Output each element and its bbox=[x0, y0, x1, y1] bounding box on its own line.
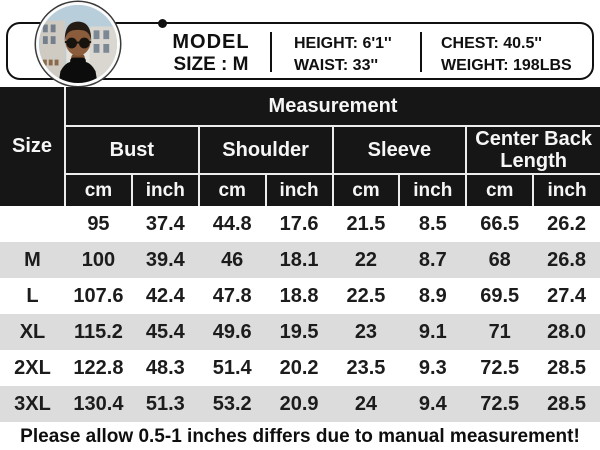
model-height: HEIGHT: 6'1'' bbox=[294, 35, 392, 52]
model-chest: CHEST: 40.5'' bbox=[441, 35, 542, 52]
measurement-cell: 130.4 bbox=[73, 392, 124, 415]
measurement-cell: 71 bbox=[488, 320, 511, 343]
measurement-cell: 46 bbox=[221, 248, 244, 271]
unit-header: cm bbox=[64, 173, 133, 206]
table-row-m: M 100 39.4 46 18.1 22 8.7 68 26.8 bbox=[0, 242, 600, 278]
measurement-disclaimer: Please allow 0.5-1 inches differs due to… bbox=[20, 426, 580, 447]
chest-weight-block: CHEST: 40.5'' WEIGHT: 198LBS bbox=[441, 33, 572, 77]
model-size-label: SIZE : M bbox=[173, 54, 249, 75]
unit-header: inch bbox=[264, 173, 334, 206]
measurement-cell: 23 bbox=[354, 320, 378, 343]
model-label: MODEL bbox=[172, 31, 250, 53]
measurement-cell: 8.7 bbox=[418, 248, 447, 271]
table-row-s: 95 37.4 44.8 17.6 21.5 8.5 66.5 26.2 bbox=[0, 206, 600, 242]
unit-header: cm bbox=[197, 173, 267, 206]
card-divider-1 bbox=[270, 32, 272, 72]
group-header-bust: Bust bbox=[64, 125, 200, 175]
measurement-cell: 9.1 bbox=[418, 320, 447, 343]
measurement-cell: 42.4 bbox=[145, 284, 185, 307]
measurement-cell: 95 bbox=[87, 212, 110, 235]
measurement-cell: 51.4 bbox=[212, 356, 252, 379]
measurement-cell: 23.5 bbox=[346, 356, 386, 379]
measurement-cell: 39.4 bbox=[145, 248, 185, 271]
measurement-cell: 18.8 bbox=[279, 284, 319, 307]
measurement-cell: 17.6 bbox=[279, 212, 319, 235]
table-header: Size Measurement Bust Shoulder Sleeve Ce… bbox=[0, 87, 600, 206]
measurement-cell: 28.0 bbox=[547, 320, 587, 343]
measurement-cell: 9.4 bbox=[418, 392, 447, 415]
measurement-cell: 51.3 bbox=[145, 392, 185, 415]
group-header-sleeve: Sleeve bbox=[331, 125, 468, 175]
card-divider-2 bbox=[420, 32, 422, 72]
measurement-cell: 48.3 bbox=[145, 356, 185, 379]
measurement-cell: 26.2 bbox=[547, 212, 587, 235]
measurement-cell: 24 bbox=[354, 392, 378, 415]
measurement-cell: 115.2 bbox=[73, 320, 123, 343]
group-header-shoulder: Shoulder bbox=[197, 125, 334, 175]
measurement-cell: 47.8 bbox=[212, 284, 252, 307]
size-column-header: Size bbox=[0, 87, 66, 206]
size-chart-table: Size Measurement Bust Shoulder Sleeve Ce… bbox=[0, 87, 600, 422]
size-cell: M bbox=[24, 248, 41, 271]
unit-header: cm bbox=[331, 173, 401, 206]
measurement-cell: 28.5 bbox=[547, 392, 587, 415]
size-cell: 2XL bbox=[14, 356, 51, 379]
measurement-cell: 122.8 bbox=[73, 356, 124, 379]
model-photo bbox=[36, 2, 120, 86]
unit-header: cm bbox=[465, 173, 535, 206]
unit-header: inch bbox=[532, 173, 600, 206]
measurement-cell: 107.6 bbox=[73, 284, 124, 307]
measurement-cell: 37.4 bbox=[145, 212, 185, 235]
measurement-cell: 18.1 bbox=[279, 248, 319, 271]
group-header-center-back-length: Center Back Length bbox=[465, 125, 600, 175]
size-cell: L bbox=[26, 284, 39, 307]
model-photo-illustration bbox=[39, 5, 117, 83]
table-body: 95 37.4 44.8 17.6 21.5 8.5 66.5 26.2 M 1… bbox=[0, 206, 600, 422]
measurement-cell: 69.5 bbox=[480, 284, 520, 307]
size-cell: XL bbox=[19, 320, 46, 343]
size-cell: 3XL bbox=[14, 392, 51, 415]
measurement-cell: 22.5 bbox=[346, 284, 386, 307]
measurement-cell: 49.6 bbox=[212, 320, 252, 343]
measurement-cell: 8.9 bbox=[418, 284, 447, 307]
table-row-xl: XL 115.2 45.4 49.6 19.5 23 9.1 71 28.0 bbox=[0, 314, 600, 350]
height-waist-block: HEIGHT: 6'1'' WAIST: 33'' bbox=[294, 33, 392, 77]
table-row-2xl: 2XL 122.8 48.3 51.4 20.2 23.5 9.3 72.5 2… bbox=[0, 350, 600, 386]
unit-header: inch bbox=[398, 173, 468, 206]
measurement-cell: 72.5 bbox=[480, 356, 520, 379]
measurement-cell: 20.2 bbox=[279, 356, 319, 379]
unit-header: inch bbox=[130, 173, 200, 206]
measurement-cell: 28.5 bbox=[547, 356, 587, 379]
measurement-cell: 21.5 bbox=[346, 212, 386, 235]
measurement-cell: 22 bbox=[354, 248, 378, 271]
model-waist: WAIST: 33'' bbox=[294, 57, 379, 74]
measurement-cell: 68 bbox=[488, 248, 511, 271]
measurement-cell: 26.8 bbox=[547, 248, 587, 271]
measurement-cell: 44.8 bbox=[212, 212, 252, 235]
measurement-cell: 66.5 bbox=[480, 212, 520, 235]
measurement-cell: 53.2 bbox=[212, 392, 252, 415]
measurement-cell: 100 bbox=[81, 248, 116, 271]
table-row-3xl: 3XL 130.4 51.3 53.2 20.9 24 9.4 72.5 28.… bbox=[0, 386, 600, 422]
measurement-cell: 8.5 bbox=[418, 212, 447, 235]
table-row-l: L 107.6 42.4 47.8 18.8 22.5 8.9 69.5 27.… bbox=[0, 278, 600, 314]
measurement-header: Measurement bbox=[64, 87, 600, 127]
model-weight: WEIGHT: 198LBS bbox=[441, 57, 572, 74]
measurement-cell: 19.5 bbox=[279, 320, 319, 343]
model-size-block: MODEL SIZE : M bbox=[163, 31, 259, 76]
measurement-cell: 72.5 bbox=[480, 392, 520, 415]
measurement-cell: 20.9 bbox=[279, 392, 319, 415]
border-dot bbox=[158, 18, 167, 28]
measurement-cell: 9.3 bbox=[418, 356, 447, 379]
measurement-cell: 45.4 bbox=[145, 320, 185, 343]
size-cell bbox=[0, 206, 65, 242]
measurement-cell: 27.4 bbox=[547, 284, 587, 307]
